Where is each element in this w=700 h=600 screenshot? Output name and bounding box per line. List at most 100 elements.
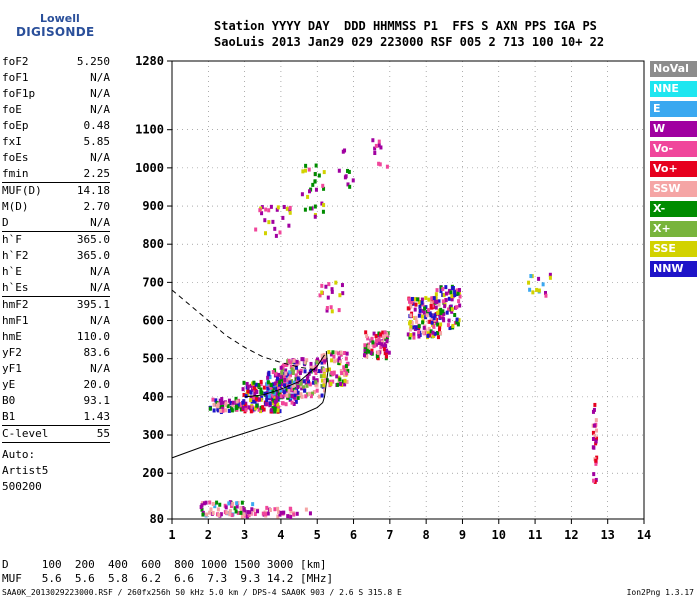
echo-point <box>458 303 462 308</box>
param-name: hmE <box>2 330 22 343</box>
echo-point <box>339 382 343 387</box>
x-tick-label: 3 <box>241 528 248 542</box>
echo-point <box>417 324 421 329</box>
echo-point <box>288 373 292 378</box>
echo-point <box>428 319 432 324</box>
echo-point <box>337 351 341 356</box>
echo-point <box>241 387 245 392</box>
echo-point <box>592 423 596 428</box>
echo-point <box>316 357 320 362</box>
echo-point <box>320 378 324 383</box>
echo-point <box>302 385 306 390</box>
echo-point <box>285 393 289 398</box>
scaled-parameters-panel: foF2 5.250 foF1 N/A foF1p N/A foE N/A foEp 0.48 fx… <box>2 54 110 495</box>
echo-point <box>205 512 209 517</box>
echo-point <box>413 307 417 312</box>
param-row: foF1 N/A <box>2 70 110 86</box>
echo-point <box>226 404 230 409</box>
echo-point <box>220 396 224 401</box>
echo-point <box>292 401 296 406</box>
param-value: N/A <box>90 87 110 100</box>
param-value: 1.43 <box>83 410 111 423</box>
echo-point <box>264 402 268 407</box>
x-tick-label: 14 <box>637 528 651 542</box>
echo-point <box>336 382 340 387</box>
echo-point <box>310 206 314 211</box>
echo-point <box>225 510 229 515</box>
legend-item-noval: NoVal <box>650 61 697 77</box>
echo-point <box>312 390 316 395</box>
echo-point <box>279 510 283 515</box>
echo-point <box>340 371 344 376</box>
param-value: N/A <box>90 151 110 164</box>
echo-point <box>254 227 258 232</box>
echo-point <box>376 333 380 338</box>
echo-point <box>239 407 243 412</box>
param-row: yF1 N/A <box>2 361 110 377</box>
param-name: fxI <box>2 135 22 148</box>
echo-point <box>303 360 307 365</box>
echo-point <box>384 344 388 349</box>
param-name: yF2 <box>2 346 22 359</box>
echo-point <box>346 368 350 373</box>
echo-point <box>211 502 215 507</box>
echo-point <box>231 400 235 405</box>
echo-point <box>300 394 304 399</box>
echo-point <box>218 502 222 507</box>
param-row: h`Es N/A <box>2 280 110 297</box>
param-name: h`F2 <box>2 249 29 262</box>
echo-point <box>300 192 304 197</box>
echo-point <box>363 343 367 348</box>
param-row: h`F 365.0 <box>2 232 110 248</box>
echo-point <box>374 334 378 339</box>
echo-point <box>325 378 329 383</box>
echo-point <box>285 206 289 211</box>
echo-point <box>236 510 240 515</box>
echo-point <box>208 500 212 505</box>
echo-point <box>265 398 269 403</box>
echo-point <box>541 282 545 287</box>
echo-point <box>322 383 326 388</box>
echo-point <box>227 408 231 413</box>
param-name: yE <box>2 378 16 391</box>
echo-point <box>418 308 422 313</box>
echo-point <box>277 372 281 377</box>
param-name: yF1 <box>2 362 22 375</box>
echo-point <box>593 433 597 438</box>
echo-point <box>303 369 307 374</box>
echo-point <box>335 374 339 379</box>
echo-point <box>279 365 283 370</box>
echo-point <box>311 391 315 396</box>
echo-point <box>219 400 223 405</box>
echo-point <box>290 394 294 399</box>
echo-point <box>271 382 275 387</box>
echo-point <box>280 377 284 382</box>
echo-point <box>441 299 445 304</box>
echo-point <box>367 344 371 349</box>
echo-point <box>273 406 277 411</box>
echo-point <box>253 391 257 396</box>
echo-point <box>216 402 220 407</box>
echo-point <box>447 307 451 312</box>
echo-point <box>379 332 383 337</box>
echo-point <box>246 389 250 394</box>
echo-point <box>264 512 268 517</box>
echo-point <box>409 303 413 308</box>
echo-point <box>250 387 254 392</box>
echo-point <box>221 400 225 405</box>
echo-point <box>282 363 286 368</box>
echo-point <box>313 365 317 370</box>
echo-point <box>591 445 595 450</box>
param-name: hmF2 <box>2 298 29 311</box>
echo-point <box>273 409 277 414</box>
echo-point <box>288 370 292 375</box>
param-value: 2.25 <box>83 167 111 180</box>
echo-point <box>240 500 244 505</box>
echo-point <box>200 507 204 512</box>
echo-point <box>234 396 238 401</box>
echo-point <box>387 350 391 355</box>
echo-point <box>296 380 300 385</box>
echo-point <box>277 383 281 388</box>
echo-point <box>373 343 377 348</box>
echo-point <box>275 379 279 384</box>
